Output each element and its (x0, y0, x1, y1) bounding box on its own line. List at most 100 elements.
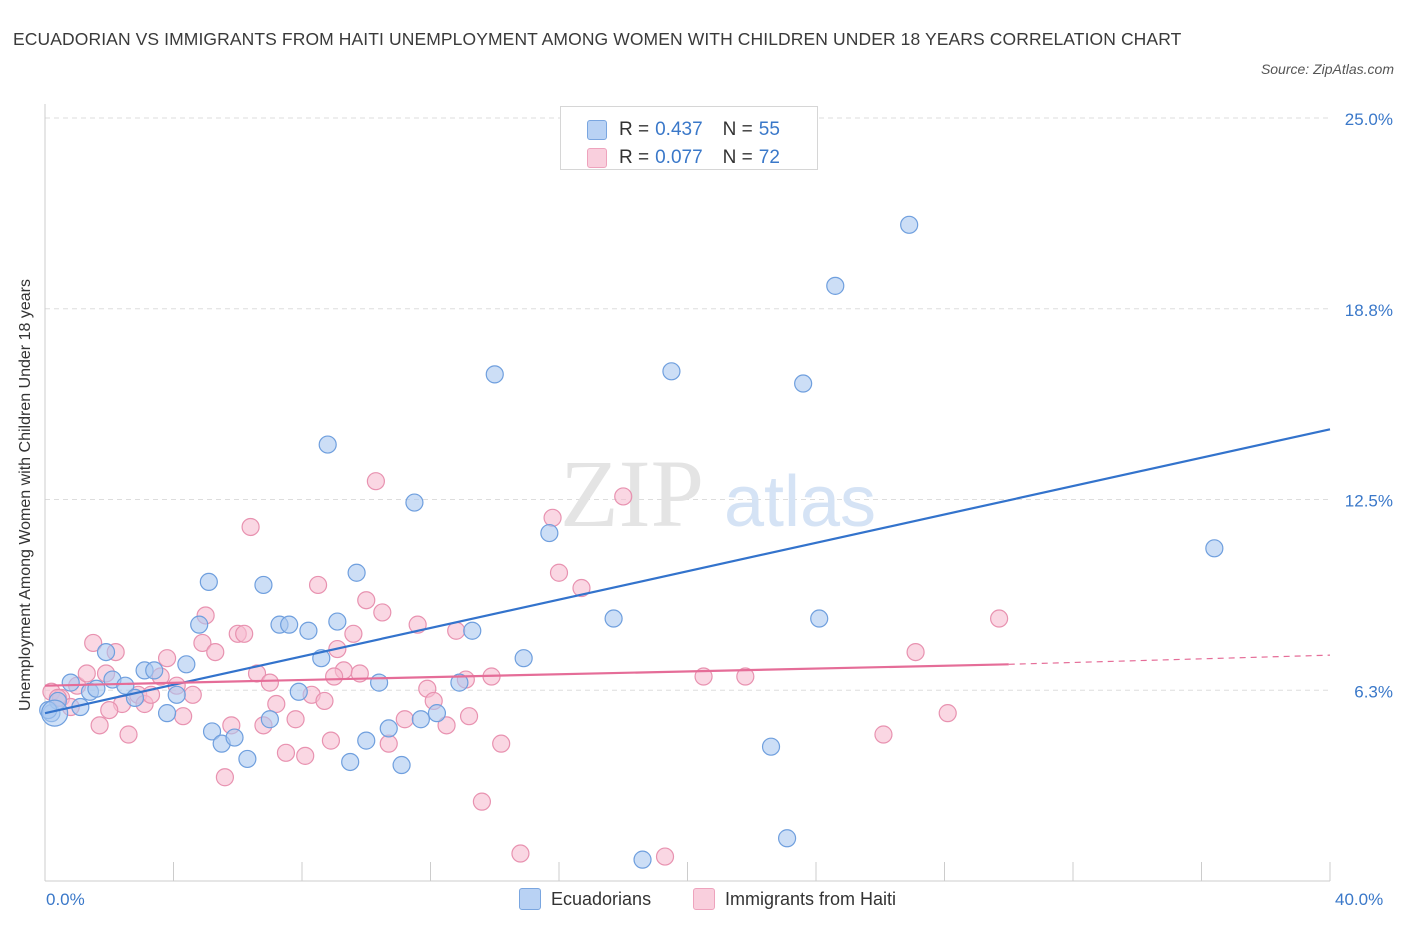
y-tick-label: 18.8% (1345, 301, 1393, 320)
stats-legend: R = 0.437 N = 55 R = 0.077 N = 72 (560, 106, 818, 170)
data-point (447, 621, 466, 640)
data-point (183, 685, 202, 704)
data-point (254, 575, 273, 595)
data-point (826, 276, 845, 295)
data-point (543, 508, 562, 527)
source-label: Source: ZipAtlas.com (1260, 61, 1394, 77)
legend-r-label: R = (619, 147, 650, 168)
y-tick-label: 6.3% (1354, 682, 1393, 701)
data-point (267, 694, 286, 714)
data-point (157, 704, 177, 723)
data-point (190, 615, 209, 634)
data-point (202, 722, 222, 741)
data-point (328, 612, 347, 631)
data-point (549, 563, 569, 582)
data-point (485, 365, 504, 384)
data-point (379, 734, 398, 753)
legend-r-value: 0.437 (655, 119, 703, 140)
data-point (777, 829, 797, 848)
series-ecuadorians-points (39, 215, 1224, 869)
data-point (260, 673, 279, 692)
data-point (514, 649, 533, 668)
data-point (84, 633, 103, 653)
data-point (315, 691, 334, 711)
data-point (344, 624, 363, 643)
data-point (511, 844, 530, 863)
data-point (347, 563, 366, 582)
data-point (572, 578, 591, 598)
data-point (308, 575, 328, 595)
data-point (260, 710, 279, 729)
trend-line-haiti-extension (1008, 654, 1331, 665)
y-tick-label: 12.5% (1345, 492, 1393, 511)
data-point (100, 700, 119, 720)
data-point (366, 472, 385, 491)
data-point (167, 685, 186, 704)
chart-title: ECUADORIAN VS IMMIGRANTS FROM HAITI UNEM… (13, 29, 1182, 49)
watermark-zip: ZIP (560, 440, 704, 547)
data-point (411, 710, 430, 729)
data-point (540, 523, 559, 543)
legend-item-ecuadorians: Ecuadorians (519, 888, 651, 910)
data-point (325, 667, 344, 686)
data-point (299, 621, 318, 640)
data-point (235, 624, 254, 643)
data-point (472, 792, 491, 811)
x-tick-label-min: 0.0% (46, 890, 85, 909)
data-point (463, 621, 482, 640)
legend-swatch-blue (587, 120, 607, 140)
data-point (492, 734, 511, 753)
data-point (1205, 539, 1224, 558)
data-point (357, 731, 376, 750)
trend-line-ecuadorians (44, 428, 1331, 715)
data-point (174, 707, 193, 726)
data-point (119, 725, 138, 744)
legend-r-value: 0.077 (655, 147, 703, 168)
y-tick-labels: 6.3% 12.5% 18.8% 25.0% (1345, 110, 1393, 701)
data-point (87, 679, 106, 698)
data-point (145, 661, 164, 680)
data-point (370, 673, 389, 692)
data-point (215, 768, 234, 787)
data-point (633, 850, 652, 869)
data-point (157, 649, 177, 668)
data-point (874, 725, 893, 744)
data-point (318, 435, 337, 454)
data-point (41, 699, 69, 727)
watermark: ZIP atlas (560, 440, 876, 547)
x-tick-label-max: 40.0% (1335, 890, 1384, 909)
gridlines (45, 117, 1330, 691)
data-point (199, 572, 218, 592)
legend-n-label: N = (722, 147, 753, 168)
data-point (794, 374, 813, 393)
data-point (90, 716, 109, 735)
data-point (614, 487, 633, 506)
data-point (427, 704, 447, 723)
stats-legend-row-haiti: R = 0.077 N = 72 (587, 145, 780, 171)
series-legend: Ecuadorians Immigrants from Haiti (0, 888, 1406, 916)
data-point (96, 642, 116, 662)
data-point (990, 609, 1009, 628)
data-point (321, 731, 341, 750)
trend-line-haiti (44, 663, 1009, 687)
data-point (906, 642, 925, 662)
data-point (392, 755, 411, 775)
data-point (379, 719, 398, 738)
legend-label-ecuadorians: Ecuadorians (551, 888, 652, 909)
data-point (286, 710, 305, 729)
data-point (736, 667, 755, 686)
data-point (61, 673, 80, 692)
data-point (296, 746, 315, 765)
axes (44, 104, 1331, 882)
data-point (341, 752, 360, 772)
legend-n-label: N = (722, 119, 753, 140)
data-point (177, 655, 196, 674)
data-point (810, 609, 829, 628)
data-point (276, 743, 296, 762)
legend-swatch-ecuadorians (519, 888, 541, 910)
data-point (193, 633, 212, 653)
legend-label-haiti: Immigrants from Haiti (725, 888, 897, 909)
legend-n-value: 72 (758, 147, 780, 168)
data-point (662, 362, 681, 381)
